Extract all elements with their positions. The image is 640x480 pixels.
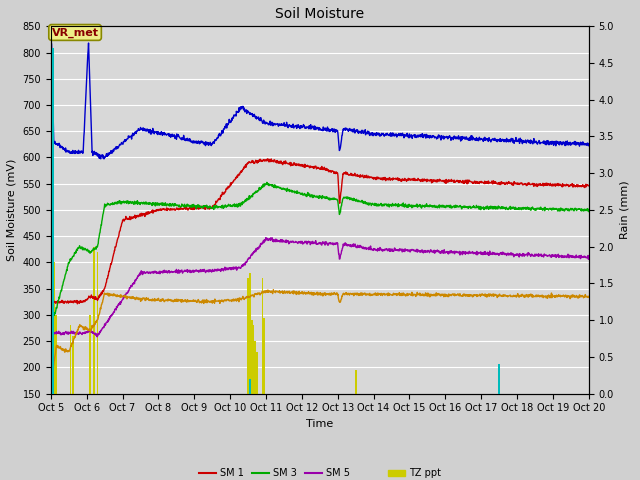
Bar: [54, 263, 55, 394]
Bar: [263, 317, 265, 394]
Text: VR_met: VR_met: [52, 27, 99, 37]
Bar: [499, 364, 500, 394]
Bar: [93, 247, 95, 394]
Bar: [52, 48, 54, 394]
Bar: [90, 315, 91, 394]
Y-axis label: Soil Moisture (mV): Soil Moisture (mV): [7, 159, 17, 261]
Bar: [97, 252, 99, 394]
Bar: [262, 278, 263, 394]
Y-axis label: Rain (mm): Rain (mm): [620, 180, 630, 239]
Bar: [251, 320, 253, 394]
Bar: [355, 370, 356, 394]
Legend: SM 1, SM 2, SM 3, SM 4, SM 5, Precip_mm, TZ ppt: SM 1, SM 2, SM 3, SM 4, SM 5, Precip_mm,…: [195, 465, 445, 480]
Bar: [249, 273, 251, 394]
Bar: [256, 352, 258, 394]
Bar: [254, 341, 256, 394]
Bar: [253, 325, 254, 394]
Bar: [55, 315, 57, 394]
Bar: [52, 236, 54, 394]
Bar: [249, 379, 251, 394]
Title: Soil Moisture: Soil Moisture: [275, 7, 364, 21]
X-axis label: Time: Time: [306, 419, 333, 429]
Bar: [247, 278, 249, 394]
Bar: [70, 325, 72, 394]
Bar: [72, 336, 74, 394]
